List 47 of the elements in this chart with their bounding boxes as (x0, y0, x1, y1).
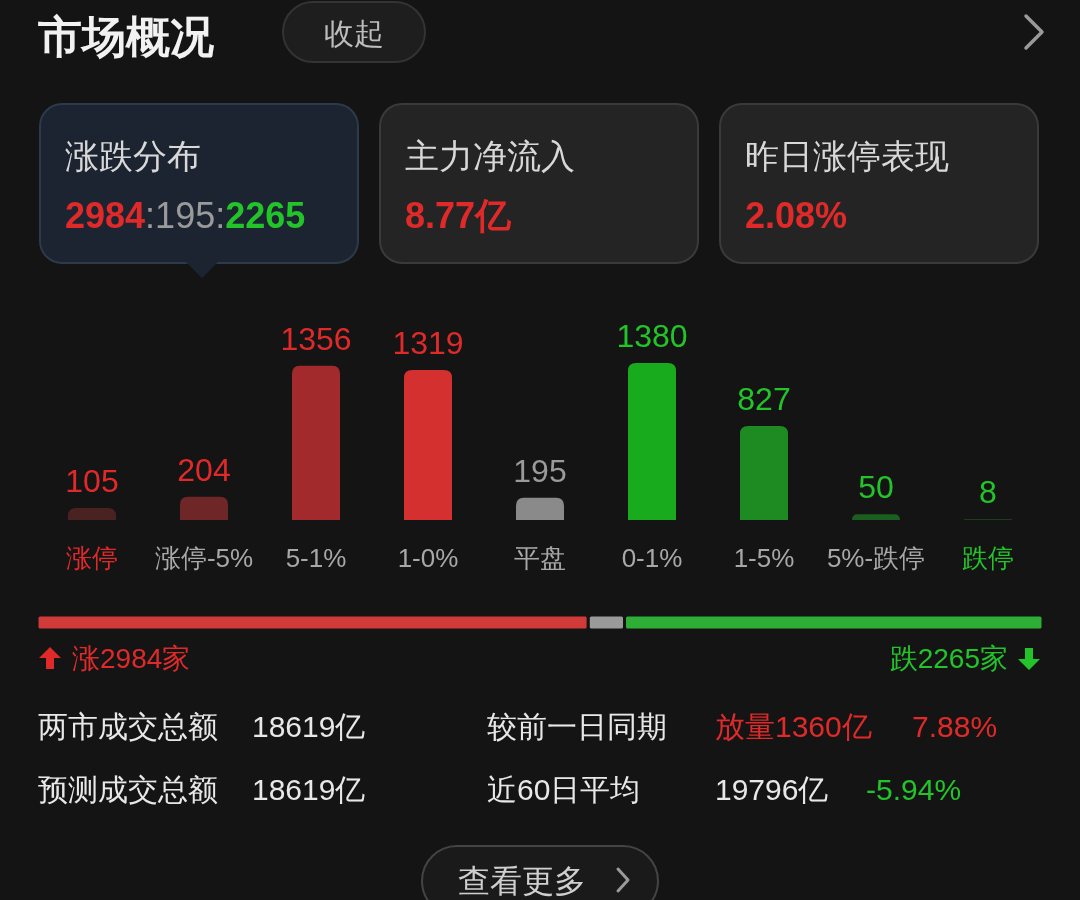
text: 较前一日同期 (487, 710, 667, 743)
text: 跌2265家 (889, 643, 1008, 674)
x-tick-label: 跌停 (962, 543, 1014, 573)
text: 7.88% (912, 710, 998, 743)
data-label: 195 (513, 452, 567, 489)
data-label: 8 (979, 474, 997, 511)
text: 查看更多 (458, 863, 586, 899)
bar (180, 496, 228, 520)
data-label: 1319 (392, 324, 464, 361)
bar (516, 497, 564, 520)
text: 预测成交总额 (38, 773, 218, 806)
text: 放量1360亿 (715, 710, 872, 743)
text: 近60日平均 (487, 773, 641, 806)
x-tick-label: 0-1% (621, 543, 683, 573)
text: 两市成交总额 (38, 710, 218, 743)
x-tick-label: 涨停-5% (154, 543, 254, 573)
data-label: 50 (858, 469, 894, 506)
x-tick-label: 5-1% (285, 543, 347, 573)
x-tick-label: 1-5% (733, 543, 795, 573)
data-label: 105 (65, 463, 119, 500)
bar (740, 425, 788, 520)
x-tick-label: 涨停 (66, 543, 118, 573)
bar (68, 508, 116, 520)
text: 18619亿 (252, 773, 366, 806)
text: -5.94% (866, 773, 962, 806)
text: 2.08% (745, 195, 848, 236)
text: 市场概况 (38, 12, 214, 61)
bar (292, 365, 340, 520)
bar (628, 363, 676, 520)
text: 涨2984家 (72, 643, 191, 674)
data-label: 827 (737, 380, 791, 417)
bar (404, 369, 452, 520)
data-label: 1356 (280, 320, 352, 357)
text: 主力净流入 (405, 137, 575, 175)
text: 收起 (324, 17, 384, 50)
data-label: 1380 (616, 318, 688, 354)
text: 19796亿 (715, 773, 829, 806)
text: 8.77亿 (405, 195, 513, 236)
text: 2984:195:2265 (65, 195, 306, 236)
x-tick-label: 5%-跌停 (826, 543, 926, 573)
text: 昨日涨停表现 (745, 137, 949, 175)
text: 涨跌分布 (65, 137, 201, 175)
x-tick-label: 平盘 (514, 543, 566, 573)
bar (852, 514, 900, 520)
x-tick-label: 1-0% (397, 543, 459, 573)
text: 18619亿 (252, 710, 366, 743)
data-label: 204 (177, 451, 231, 488)
